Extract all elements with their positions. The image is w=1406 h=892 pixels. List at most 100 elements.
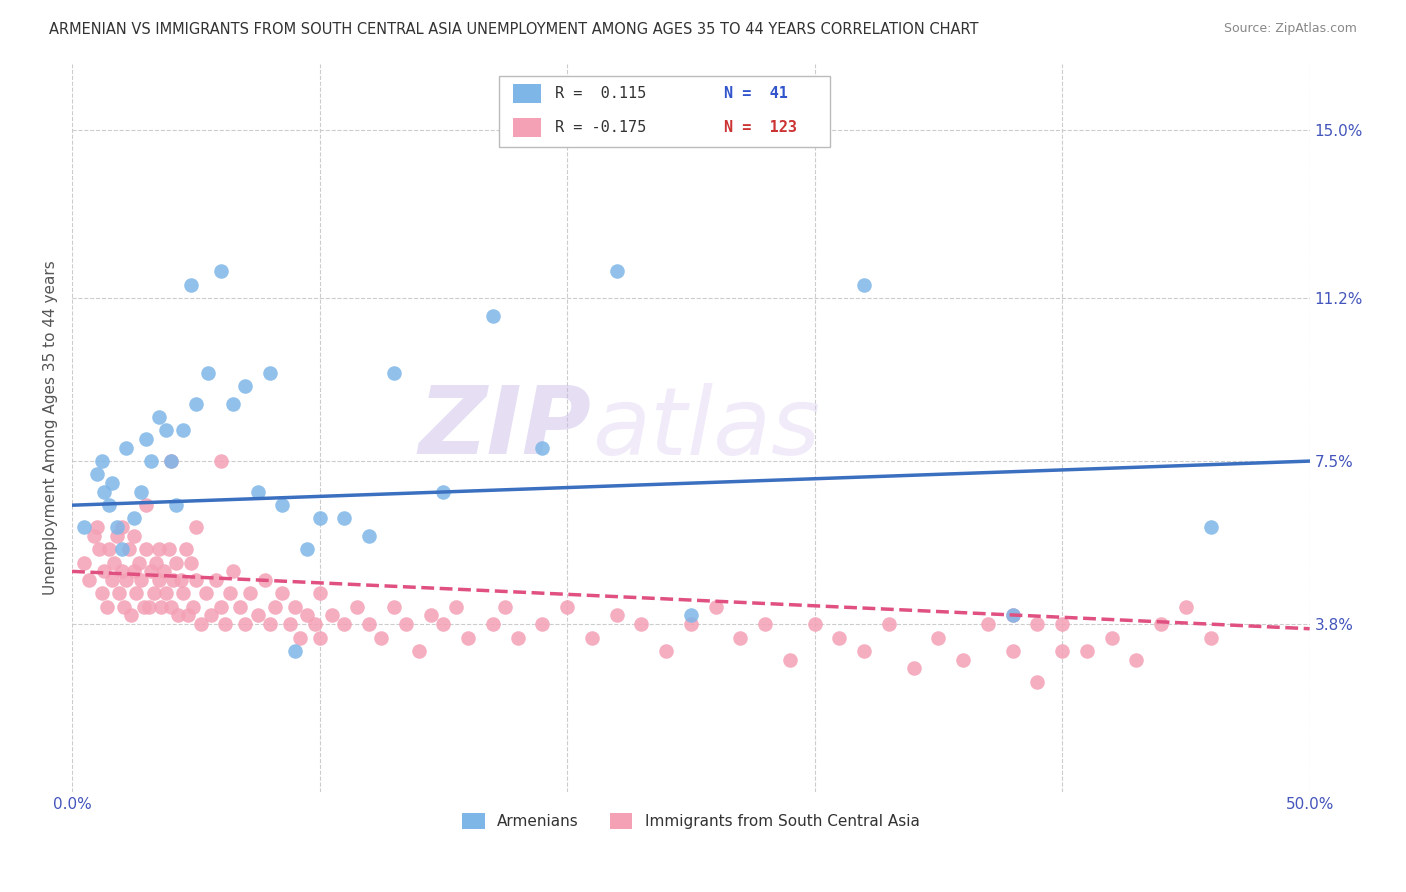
Point — [125, 586, 148, 600]
Text: Source: ZipAtlas.com: Source: ZipAtlas.com — [1223, 22, 1357, 36]
Point — [152, 565, 174, 579]
Point — [1101, 631, 1123, 645]
Point — [254, 573, 277, 587]
Point — [1026, 674, 1049, 689]
Point — [730, 631, 752, 645]
Point — [321, 608, 343, 623]
Point — [1076, 644, 1098, 658]
Point — [174, 542, 197, 557]
Point — [259, 366, 281, 380]
Point — [506, 631, 529, 645]
Point — [135, 542, 157, 557]
Point — [165, 556, 187, 570]
Point — [86, 520, 108, 534]
Point — [1125, 652, 1147, 666]
Point — [853, 277, 876, 292]
Point — [180, 277, 202, 292]
Point — [555, 599, 578, 614]
Point — [1199, 631, 1222, 645]
Point — [135, 432, 157, 446]
Point — [112, 599, 135, 614]
Point — [239, 586, 262, 600]
Point — [903, 661, 925, 675]
Point — [1199, 520, 1222, 534]
Point — [122, 565, 145, 579]
Point — [209, 599, 232, 614]
Point — [977, 617, 1000, 632]
Point — [160, 454, 183, 468]
Point — [115, 441, 138, 455]
Point — [184, 573, 207, 587]
Point — [131, 485, 153, 500]
Point — [150, 599, 173, 614]
Point — [184, 520, 207, 534]
Point — [531, 617, 554, 632]
Point — [1150, 617, 1173, 632]
Point — [108, 586, 131, 600]
Point — [90, 586, 112, 600]
Point — [209, 454, 232, 468]
Point — [278, 617, 301, 632]
Point — [172, 586, 194, 600]
Point — [184, 397, 207, 411]
Point — [165, 498, 187, 512]
Point — [288, 631, 311, 645]
Point — [180, 556, 202, 570]
Point — [148, 542, 170, 557]
Point — [162, 573, 184, 587]
Point — [138, 599, 160, 614]
Text: atlas: atlas — [592, 383, 820, 474]
Point — [145, 556, 167, 570]
Point — [952, 652, 974, 666]
Point — [160, 454, 183, 468]
Point — [141, 454, 163, 468]
Point — [105, 529, 128, 543]
Point — [382, 366, 405, 380]
Point — [264, 599, 287, 614]
Point — [233, 617, 256, 632]
Point — [115, 573, 138, 587]
Point — [141, 565, 163, 579]
Point — [233, 379, 256, 393]
Point — [219, 586, 242, 600]
Point — [181, 599, 204, 614]
Point — [877, 617, 900, 632]
Point — [167, 608, 190, 623]
Point — [105, 520, 128, 534]
Point — [630, 617, 652, 632]
Point — [204, 573, 226, 587]
Point — [194, 586, 217, 600]
Point — [155, 586, 177, 600]
Point — [395, 617, 418, 632]
Point — [148, 573, 170, 587]
Point — [853, 644, 876, 658]
Point — [655, 644, 678, 658]
Point — [803, 617, 825, 632]
Point — [86, 467, 108, 482]
Point — [370, 631, 392, 645]
Point — [1026, 617, 1049, 632]
Point — [100, 476, 122, 491]
Point — [98, 542, 121, 557]
Y-axis label: Unemployment Among Ages 35 to 44 years: Unemployment Among Ages 35 to 44 years — [44, 260, 58, 595]
Point — [131, 573, 153, 587]
Point — [457, 631, 479, 645]
Point — [200, 608, 222, 623]
Point — [1001, 608, 1024, 623]
Point — [214, 617, 236, 632]
Text: R = -0.175: R = -0.175 — [555, 120, 647, 135]
Point — [100, 573, 122, 587]
Point — [73, 556, 96, 570]
Point — [229, 599, 252, 614]
Point — [308, 586, 330, 600]
Point — [333, 511, 356, 525]
Point — [155, 423, 177, 437]
Point — [89, 542, 111, 557]
Point — [83, 529, 105, 543]
Point — [98, 498, 121, 512]
Point — [1001, 644, 1024, 658]
Text: R =  0.115: R = 0.115 — [555, 87, 647, 101]
Point — [419, 608, 441, 623]
Point — [79, 573, 101, 587]
Point — [754, 617, 776, 632]
